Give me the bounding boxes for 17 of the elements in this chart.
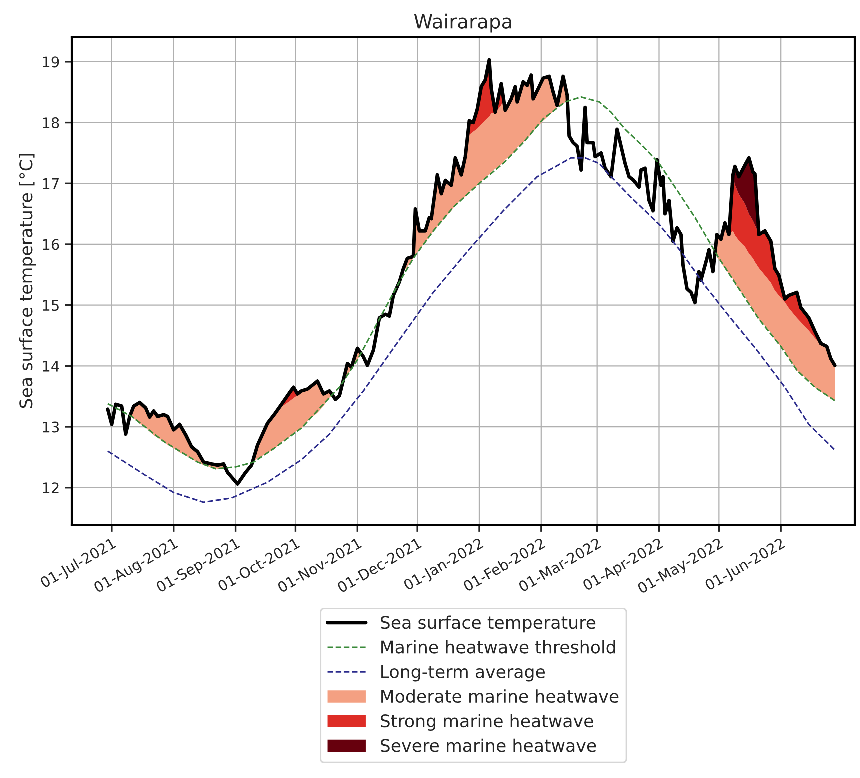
y-tick-label: 13: [43, 422, 60, 433]
y-axis-title: Sea surface temperature [°C]: [19, 154, 36, 408]
y-tick-label: 18: [43, 118, 60, 129]
legend-label: Severe marine heatwave: [381, 738, 596, 752]
legend-label: Marine heatwave threshold: [382, 640, 616, 654]
legend-label: Sea surface temperature: [381, 616, 596, 633]
legend-label: Long-term average: [382, 666, 546, 682]
line-series: [107, 157, 836, 504]
y-tick-label: 15: [43, 300, 59, 312]
chart-title: Wairarapa: [414, 14, 512, 33]
legend-label: Moderate marine heatwave: [382, 690, 619, 704]
legend-label: Strong marine heatwave: [381, 714, 594, 732]
y-tick-label: 12: [43, 482, 59, 494]
y-tick-label: 17: [43, 178, 59, 190]
y-tick-label: 16: [43, 239, 60, 250]
y-tick-label: 19: [43, 56, 60, 68]
y-tick-label: 14: [43, 361, 60, 372]
